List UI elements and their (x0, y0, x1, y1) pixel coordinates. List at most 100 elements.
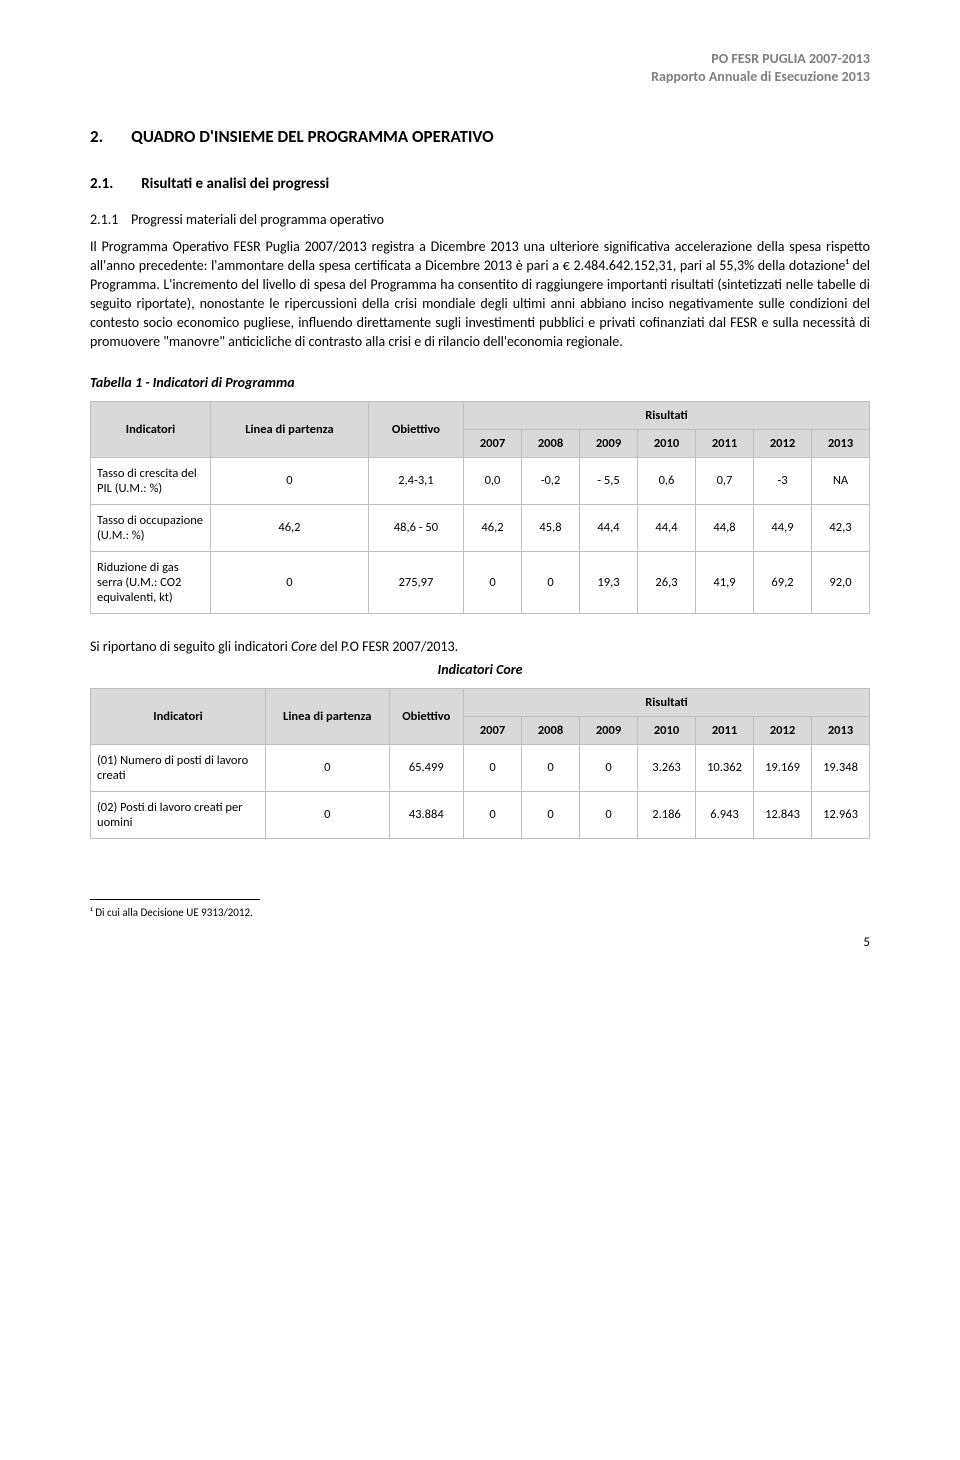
page-number: 5 (90, 935, 870, 950)
cell: 44,4 (638, 504, 696, 551)
cell: 0,0 (464, 457, 522, 504)
section-2-1-1-heading: 2.1.1 Progressi materiali del programma … (90, 211, 870, 228)
cell: 0 (580, 744, 638, 791)
row-label: Riduzione di gas serra (U.M.: CO2 equiva… (91, 551, 211, 613)
th-year: 2008 (522, 429, 580, 457)
cell: 6.943 (696, 791, 754, 838)
cell: 2.186 (638, 791, 696, 838)
cell: 43.884 (389, 791, 463, 838)
table-1: Indicatori Linea di partenza Obiettivo R… (90, 401, 870, 614)
th-indicatori: Indicatori (91, 688, 266, 744)
th-indicatori: Indicatori (91, 401, 211, 457)
section-2-1-heading: 2.1. Risultati e analisi dei progressi (90, 175, 870, 193)
cell: NA (812, 457, 870, 504)
cell: 46,2 (211, 504, 369, 551)
cell: 12.843 (754, 791, 812, 838)
cell: 48,6 - 50 (368, 504, 463, 551)
cell: 0 (266, 744, 390, 791)
th-risultati: Risultati (464, 401, 870, 429)
cell: 0,6 (638, 457, 696, 504)
table-1-title: Tabella 1 - Indicatori di Programma (90, 374, 870, 391)
section-2-1-1-title: Progressi materiali del programma operat… (131, 211, 384, 228)
th-year: 2011 (696, 429, 754, 457)
th-year: 2009 (580, 429, 638, 457)
cell: 69,2 (754, 551, 812, 613)
cell: 19.169 (754, 744, 812, 791)
section-2-heading: 2. QUADRO D'INSIEME DEL PROGRAMMA OPERAT… (90, 126, 870, 147)
cell: 0 (522, 791, 580, 838)
table-row: (01) Numero di posti di lavoro creati 0 … (91, 744, 870, 791)
cell: 19.348 (812, 744, 870, 791)
cell: 0 (211, 551, 369, 613)
cell: 42,3 (812, 504, 870, 551)
th-obiettivo: Obiettivo (389, 688, 463, 744)
th-year: 2008 (522, 716, 580, 744)
cell: 0 (464, 791, 522, 838)
cell: 44,8 (696, 504, 754, 551)
th-linea: Linea di partenza (211, 401, 369, 457)
footnote-rule (90, 899, 260, 900)
cell: 0 (211, 457, 369, 504)
row-label: Tasso di occupazione (U.M.: %) (91, 504, 211, 551)
cell: 44,4 (580, 504, 638, 551)
cell: 41,9 (696, 551, 754, 613)
th-year: 2013 (812, 716, 870, 744)
th-year: 2012 (754, 716, 812, 744)
section-2-1-title: Risultati e analisi dei progressi (141, 175, 329, 193)
th-year: 2012 (754, 429, 812, 457)
cell: 45,8 (522, 504, 580, 551)
cell: 0 (522, 744, 580, 791)
intro-paragraph: Il Programma Operativo FESR Puglia 2007/… (90, 238, 870, 351)
th-year: 2009 (580, 716, 638, 744)
cell: 0 (522, 551, 580, 613)
table-row: Tasso di crescita del PIL (U.M.: %) 0 2,… (91, 457, 870, 504)
table-row: Riduzione di gas serra (U.M.: CO2 equiva… (91, 551, 870, 613)
th-risultati: Risultati (464, 688, 870, 716)
cell: -0,2 (522, 457, 580, 504)
section-2-title: QUADRO D'INSIEME DEL PROGRAMMA OPERATIVO (131, 126, 493, 147)
header-line-1: PO FESR PUGLIA 2007-2013 (90, 50, 870, 68)
th-year: 2013 (812, 429, 870, 457)
intertext-prefix: Si riportano di seguito gli indicatori (90, 638, 291, 655)
th-year: 2010 (638, 429, 696, 457)
th-year: 2007 (464, 716, 522, 744)
cell: - 5,5 (580, 457, 638, 504)
section-2-1-number: 2.1. (90, 175, 113, 193)
th-year: 2007 (464, 429, 522, 457)
cell: 2,4-3,1 (368, 457, 463, 504)
intertext: Si riportano di seguito gli indicatori C… (90, 638, 870, 655)
cell: 46,2 (464, 504, 522, 551)
cell: 0 (580, 791, 638, 838)
table-row: Tasso di occupazione (U.M.: %) 46,2 48,6… (91, 504, 870, 551)
cell: 0 (266, 791, 390, 838)
th-year: 2011 (696, 716, 754, 744)
table-row: (02) Posti di lavoro creati per uomini 0… (91, 791, 870, 838)
row-label: (01) Numero di posti di lavoro creati (91, 744, 266, 791)
cell: 10.362 (696, 744, 754, 791)
cell: 0,7 (696, 457, 754, 504)
cell: 44,9 (754, 504, 812, 551)
th-year: 2010 (638, 716, 696, 744)
cell: 26,3 (638, 551, 696, 613)
th-obiettivo: Obiettivo (368, 401, 463, 457)
section-2-number: 2. (90, 126, 103, 147)
header-line-2: Rapporto Annuale di Esecuzione 2013 (90, 68, 870, 86)
cell: 3.263 (638, 744, 696, 791)
table-2: Indicatori Linea di partenza Obiettivo R… (90, 688, 870, 839)
intertext-suffix: del P.O FESR 2007/2013. (317, 638, 458, 655)
cell: 92,0 (812, 551, 870, 613)
footnote-1: ¹ Di cui alla Decisione UE 9313/2012. (90, 906, 870, 919)
cell: 0 (464, 744, 522, 791)
row-label: (02) Posti di lavoro creati per uomini (91, 791, 266, 838)
cell: 275,97 (368, 551, 463, 613)
row-label: Tasso di crescita del PIL (U.M.: %) (91, 457, 211, 504)
section-2-1-1-number: 2.1.1 (90, 211, 118, 228)
cell: 19,3 (580, 551, 638, 613)
th-linea: Linea di partenza (266, 688, 390, 744)
running-header: PO FESR PUGLIA 2007-2013 Rapporto Annual… (90, 50, 870, 86)
cell: 12.963 (812, 791, 870, 838)
cell: 0 (464, 551, 522, 613)
indicatori-core-title: Indicatori Core (90, 661, 870, 678)
cell: 65.499 (389, 744, 463, 791)
cell: -3 (754, 457, 812, 504)
